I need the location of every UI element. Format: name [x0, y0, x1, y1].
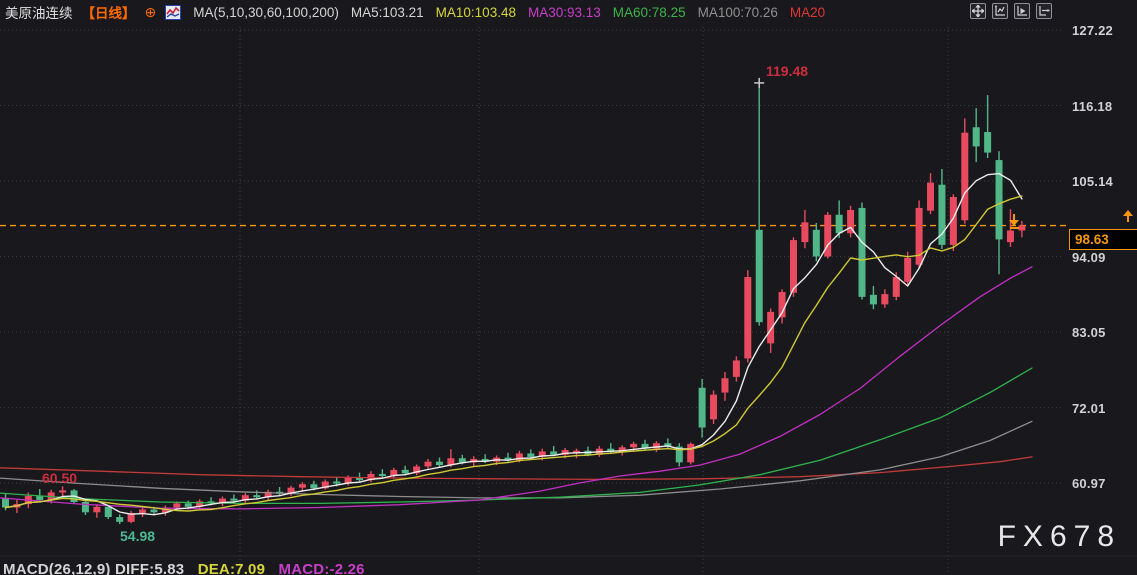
last-candle-pointer-icon [1008, 214, 1020, 229]
latest-price-up-arrow-icon [1122, 210, 1134, 222]
y-axis-label: 83.05 [1072, 325, 1106, 341]
price-annotation: 54.98 [120, 528, 156, 544]
period-selector[interactable]: 【日线】 [81, 6, 136, 21]
move-crosshair-icon[interactable] [970, 3, 986, 19]
macd-settings-label: MACD(26,12,9) DIFF:5.83 [3, 561, 185, 575]
chart-axis-zoom-icon[interactable] [992, 3, 1008, 19]
fx678-watermark: FX678 [997, 520, 1121, 553]
macd-dea-value: DEA:7.09 [197, 561, 266, 575]
ma5-value: MA5:103.21 [350, 4, 424, 20]
ma20-value: MA20 [789, 4, 826, 20]
y-axis-label: 60.97 [1072, 476, 1106, 492]
y-axis-label: 127.22 [1072, 23, 1113, 38]
chart-header: 美原油连续 【日线】 ⊕ MA(5,10,30,60,100,200) MA5:… [5, 2, 825, 22]
add-indicator-icon[interactable]: ⊕ [144, 4, 157, 20]
ma100-value: MA100:70.26 [697, 4, 778, 20]
current-price-badge: 98.63 [1069, 229, 1137, 250]
macd-value: MACD:-2.26 [278, 561, 365, 575]
chart-jump-latest-icon[interactable] [1036, 3, 1052, 19]
y-axis-label: 116.18 [1072, 98, 1113, 114]
y-axis-label: 72.01 [1072, 400, 1106, 416]
price-annotation: 60.50 [42, 470, 78, 486]
ma60-value: MA60:78.25 [612, 4, 686, 20]
instrument-title: 美原油连续 [5, 6, 73, 21]
macd-indicator-row: MACD(26,12,9) DIFF:5.83 DEA:7.09 MACD:-2… [3, 561, 374, 575]
y-axis-label: 94.09 [1072, 249, 1106, 265]
chart-play-icon[interactable] [1014, 3, 1030, 19]
ma10-value: MA10:103.48 [435, 4, 516, 20]
price-annotation: 119.48 [766, 63, 809, 79]
ma30-value: MA30:93.13 [527, 4, 601, 20]
chart-type-icon[interactable] [165, 4, 182, 20]
ma-settings-label: MA(5,10,30,60,100,200) [193, 4, 339, 20]
y-axis-label: 105.14 [1072, 174, 1113, 189]
chart-toolbar [970, 3, 1052, 19]
